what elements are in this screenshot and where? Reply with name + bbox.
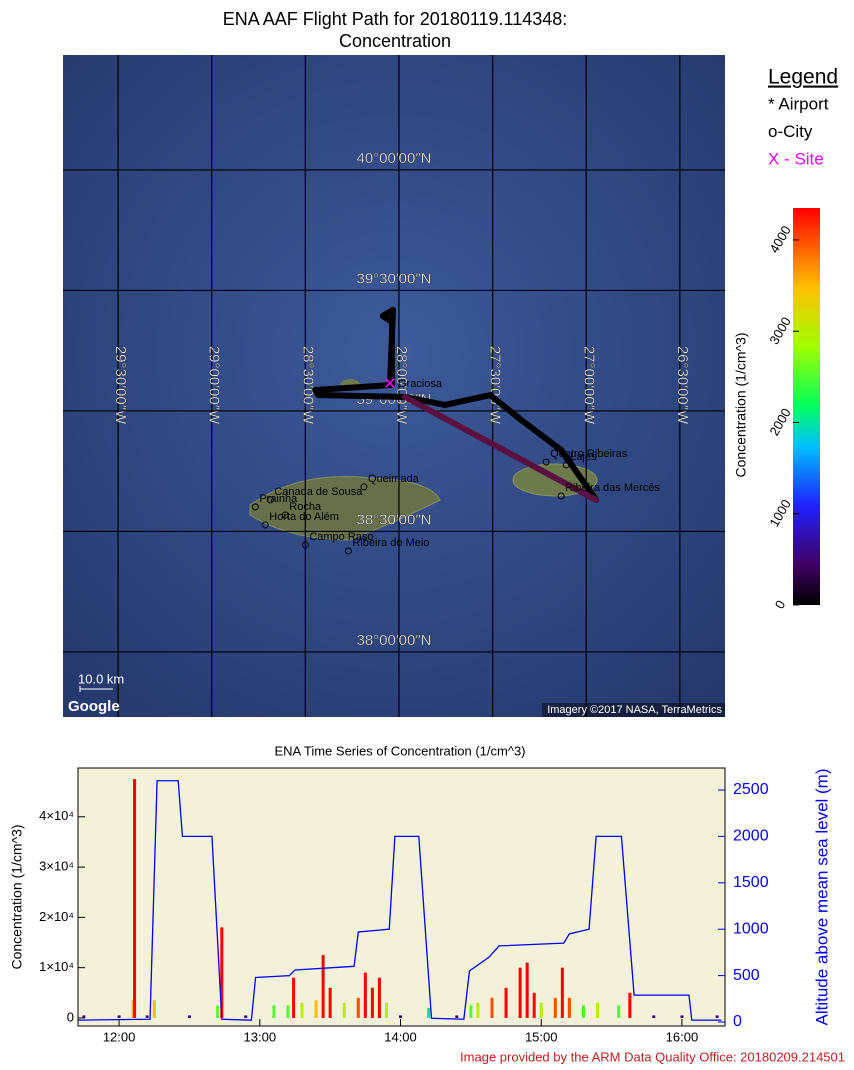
x-tick-label: 15:00 [525,1029,558,1044]
city-label: Horta do Além [269,511,339,523]
altitude-line [78,780,722,1021]
title-line: ENA AAF Flight Path for 20180119.114348: [223,9,568,29]
site-marker: × [384,371,397,396]
y2-tick-label: 2500 [733,781,769,798]
plot-area [77,767,726,1027]
island [249,476,441,541]
city-marker [266,496,274,504]
colorbar-tick-label: 3000 [766,314,793,347]
y2-axis-label: Altitude above mean sea level (m) [812,768,831,1025]
x-tick-label: 12:00 [103,1029,136,1044]
lon-tick-label: 26°30′00″W [674,346,691,425]
site-label: Graciosa [398,378,443,390]
title-line: Concentration [339,31,451,51]
lon-tick-label: 28°30′00″W [299,346,316,425]
city-marker [281,511,289,519]
legend-entry: o-City [768,122,813,141]
colorbar-tick-label: 1000 [766,497,793,530]
y2-tick-label: 1500 [733,874,769,891]
y-tick-label: 0 [67,1009,74,1024]
scale-label: 10.0 km [78,671,124,686]
plot-marks [78,779,722,1021]
colorbar-label: Concentration (1/cm^3) [733,332,749,477]
x-tick-label: 14:00 [384,1029,417,1044]
attribution-bg [542,703,725,717]
lat-tick-label: 40°00′00″N [356,150,431,167]
lat-tick-label: 39°30′00″N [356,270,431,287]
lat-tick-label: 38°30′00″N [356,511,431,528]
city-label: Campo Raso [309,531,373,543]
city-label: Quatro Ribeiras [550,448,628,460]
legend-entry: X - Site [768,149,824,168]
city-label: Ribeira das Mercês [565,482,660,494]
chart-title: ENA Time Series of Concentration (1/cm^3… [274,743,525,758]
map-logo: Google [68,698,120,715]
lon-tick-label: 29°00′00″W [206,346,223,425]
lon-tick-label: 27°00′00″W [580,346,597,425]
y-tick-label: 2×10⁴ [39,909,74,924]
city-marker [542,458,550,466]
colorbar-tick-label: 4000 [766,223,793,256]
y2-tick-label: 1000 [733,920,769,937]
lon-tick-label: 28°00′00″W [393,346,410,425]
city-marker [557,492,565,500]
y2-tick-label: 2000 [733,828,769,845]
legend-entry: * Airport [768,94,829,113]
attribution: Imagery ©2017 NASA, TerraMetrics [547,704,722,716]
y-tick-label: 4×10⁴ [39,808,74,823]
lon-tick-label: 27°30′00″W [487,346,504,425]
city-marker [251,503,259,511]
city-label: Canada de Sousa [274,486,363,498]
colorbar-tick-label: 2000 [766,406,793,439]
city-marker [261,521,269,529]
colorbar [793,208,820,605]
city-marker [301,541,309,549]
colorbar-tick-label: 0 [772,598,789,612]
y2-tick-label: 500 [733,967,760,984]
x-tick-label: 16:00 [666,1029,699,1044]
y-tick-label: 1×10⁴ [39,959,74,974]
lon-tick-label: 29°30′00″W [112,346,129,425]
city-label: Queimada [368,473,420,485]
x-tick-label: 13:00 [244,1029,277,1044]
city-marker [562,461,570,469]
flight-path [312,306,600,503]
y2-tick-label: 0 [733,1013,742,1030]
footer: Image provided by the ARM Data Quality O… [460,1049,845,1064]
legend-title: Legend [768,66,838,89]
city-label: Ribeira do Meio [352,537,429,549]
flight-path [401,393,600,503]
y-tick-label: 3×10⁴ [39,859,74,874]
map: 29°30′00″W 29°00′00″W 28°30′00″W 28°00′00″W… [63,55,725,717]
city-marker [360,483,368,491]
city-label: Rocha [289,501,322,513]
city-label: Lajes [570,451,597,463]
city-marker [344,547,352,555]
y-axis-label: Concentration (1/cm^3) [9,824,25,969]
lat-tick-label: 38°00′00″N [356,632,431,649]
city-label: Prainha [259,493,298,505]
